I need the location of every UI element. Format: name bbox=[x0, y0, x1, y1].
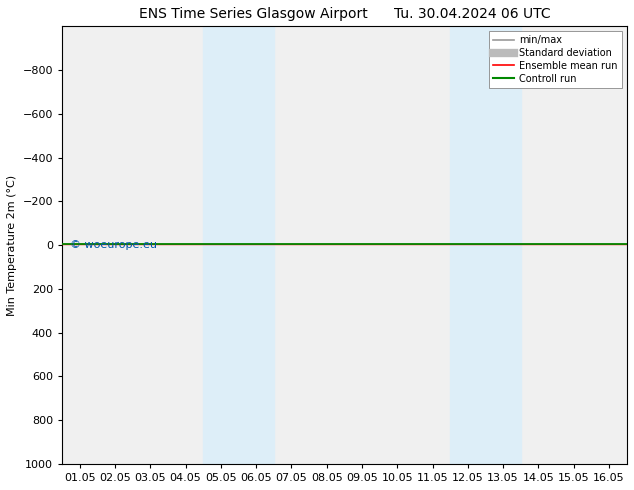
Title: ENS Time Series Glasgow Airport      Tu. 30.04.2024 06 UTC: ENS Time Series Glasgow Airport Tu. 30.0… bbox=[138, 7, 550, 21]
Bar bbox=[450, 26, 521, 464]
Legend: min/max, Standard deviation, Ensemble mean run, Controll run: min/max, Standard deviation, Ensemble me… bbox=[489, 31, 622, 88]
Text: © woeurope.eu: © woeurope.eu bbox=[70, 240, 157, 250]
Y-axis label: Min Temperature 2m (°C): Min Temperature 2m (°C) bbox=[7, 174, 17, 316]
Bar bbox=[203, 26, 274, 464]
